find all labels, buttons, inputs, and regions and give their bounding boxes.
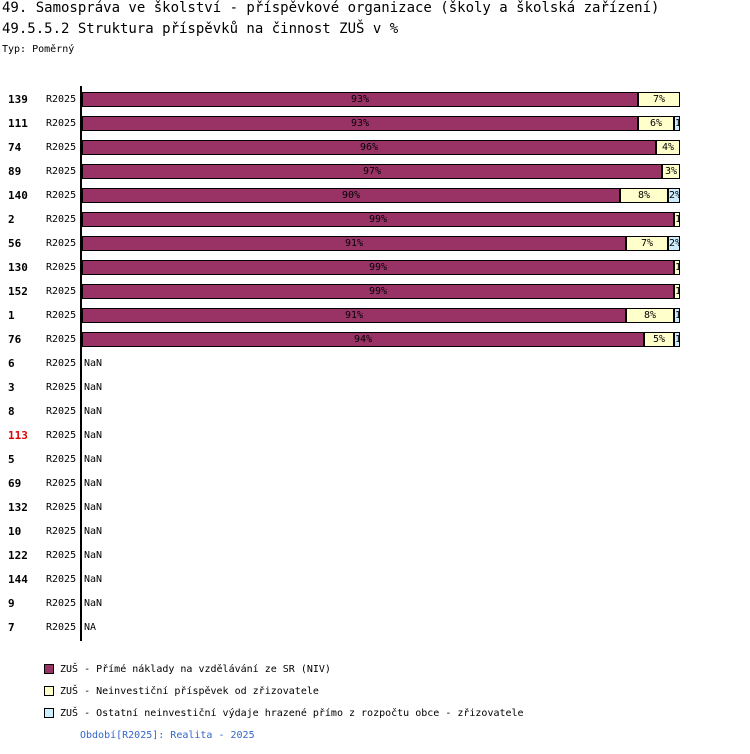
bar-segment-series-2: 2% <box>668 236 680 251</box>
row-missing-value: NaN <box>84 502 103 513</box>
row-missing-value: NaN <box>84 526 103 537</box>
bar-segment-series-1: 6% <box>638 116 674 131</box>
row-label[interactable]: 5 <box>8 453 15 466</box>
row-missing-value: NaN <box>84 406 103 417</box>
row-period: R2025 <box>46 358 77 369</box>
bar-segment-series-2: 2% <box>668 188 680 203</box>
bar-segment-series-1: 1% <box>674 212 680 227</box>
bar-segment-series-0: 94% <box>82 332 644 347</box>
chart-type-label: Typ: Poměrný <box>2 44 75 55</box>
bar-segment-series-0: 97% <box>82 164 662 179</box>
row-period: R2025 <box>46 238 77 249</box>
row-period: R2025 <box>46 454 77 465</box>
row-label[interactable]: 122 <box>8 549 28 562</box>
row-label[interactable]: 144 <box>8 573 28 586</box>
row-label[interactable]: 140 <box>8 189 28 202</box>
row-missing-value: NaN <box>84 430 103 441</box>
row-label[interactable]: 139 <box>8 93 28 106</box>
row-label[interactable]: 74 <box>8 141 22 154</box>
row-period: R2025 <box>46 550 77 561</box>
bar-segment-series-1: 7% <box>638 92 680 107</box>
bar-segment-series-0: 96% <box>82 140 656 155</box>
bar-segment-series-1: 8% <box>620 188 668 203</box>
row-period: R2025 <box>46 430 77 441</box>
bar-segment-series-1: 5% <box>644 332 674 347</box>
row-period: R2025 <box>46 334 77 345</box>
row-label[interactable]: 111 <box>8 117 28 130</box>
legend-swatch <box>44 686 54 696</box>
row-label[interactable]: 7 <box>8 621 15 634</box>
bar-segment-series-1: 1% <box>674 260 680 275</box>
row-label[interactable]: 76 <box>8 333 22 346</box>
bar-segment-series-0: 99% <box>82 284 674 299</box>
row-period: R2025 <box>46 310 77 321</box>
legend-item: ZUŠ - Neinvestiční příspěvek od zřizovat… <box>44 686 319 697</box>
period-footer[interactable]: Období[R2025]: Realita - 2025 <box>80 730 255 741</box>
row-missing-value: NaN <box>84 358 103 369</box>
bar-segment-series-1: 8% <box>626 308 674 323</box>
bar-segment-series-0: 93% <box>82 116 638 131</box>
row-period: R2025 <box>46 142 77 153</box>
row-period: R2025 <box>46 526 77 537</box>
row-label[interactable]: 132 <box>8 501 28 514</box>
legend-label: ZUŠ - Neinvestiční příspěvek od zřizovat… <box>60 686 319 697</box>
row-label[interactable]: 130 <box>8 261 28 274</box>
row-label[interactable]: 152 <box>8 285 28 298</box>
chart-subtitle: 49.5.5.2 Struktura příspěvků na činnost … <box>2 21 399 37</box>
row-period: R2025 <box>46 598 77 609</box>
legend-label: ZUŠ - Přímé náklady na vzdělávání ze SR … <box>60 664 331 675</box>
legend-swatch <box>44 708 54 718</box>
row-period: R2025 <box>46 478 77 489</box>
row-period: R2025 <box>46 214 77 225</box>
row-missing-value: NaN <box>84 598 103 609</box>
row-period: R2025 <box>46 190 77 201</box>
row-missing-value: NaN <box>84 382 103 393</box>
row-period: R2025 <box>46 406 77 417</box>
chart-main-title: 49. Samospráva ve školství - příspěvkové… <box>2 0 660 16</box>
row-missing-value: NaN <box>84 550 103 561</box>
bar-segment-series-1: 7% <box>626 236 668 251</box>
bar-segment-series-1: 3% <box>662 164 680 179</box>
legend-item: ZUŠ - Přímé náklady na vzdělávání ze SR … <box>44 664 331 675</box>
row-label[interactable]: 69 <box>8 477 22 490</box>
row-label[interactable]: 1 <box>8 309 15 322</box>
bar-segment-series-0: 99% <box>82 260 674 275</box>
row-label[interactable]: 113 <box>8 429 28 442</box>
row-period: R2025 <box>46 118 77 129</box>
row-label[interactable]: 8 <box>8 405 15 418</box>
row-missing-value: NaN <box>84 478 103 489</box>
bar-segment-series-0: 99% <box>82 212 674 227</box>
legend-label: ZUŠ - Ostatní neinvestiční výdaje hrazen… <box>60 708 524 719</box>
row-period: R2025 <box>46 166 77 177</box>
y-axis-line <box>80 86 82 641</box>
legend-swatch <box>44 664 54 674</box>
bar-segment-series-2: 1% <box>674 308 680 323</box>
bar-segment-series-0: 91% <box>82 236 626 251</box>
row-missing-value: NaN <box>84 574 103 585</box>
row-period: R2025 <box>46 574 77 585</box>
row-period: R2025 <box>46 502 77 513</box>
row-label[interactable]: 2 <box>8 213 15 226</box>
bar-segment-series-1: 4% <box>656 140 680 155</box>
row-period: R2025 <box>46 622 77 633</box>
bar-segment-series-0: 93% <box>82 92 638 107</box>
bar-segment-series-0: 90% <box>82 188 620 203</box>
row-period: R2025 <box>46 262 77 273</box>
row-missing-value: NA <box>84 622 97 633</box>
bar-segment-series-2: 1% <box>674 332 680 347</box>
legend-item: ZUŠ - Ostatní neinvestiční výdaje hrazen… <box>44 708 524 719</box>
row-label[interactable]: 9 <box>8 597 15 610</box>
row-label[interactable]: 10 <box>8 525 22 538</box>
row-label[interactable]: 3 <box>8 381 15 394</box>
bar-segment-series-2: 1% <box>674 116 680 131</box>
bar-segment-series-0: 91% <box>82 308 626 323</box>
row-label[interactable]: 56 <box>8 237 22 250</box>
row-period: R2025 <box>46 94 77 105</box>
row-label[interactable]: 6 <box>8 357 15 370</box>
row-period: R2025 <box>46 286 77 297</box>
bar-segment-series-1: 1% <box>674 284 680 299</box>
row-missing-value: NaN <box>84 454 103 465</box>
row-period: R2025 <box>46 382 77 393</box>
row-label[interactable]: 89 <box>8 165 22 178</box>
